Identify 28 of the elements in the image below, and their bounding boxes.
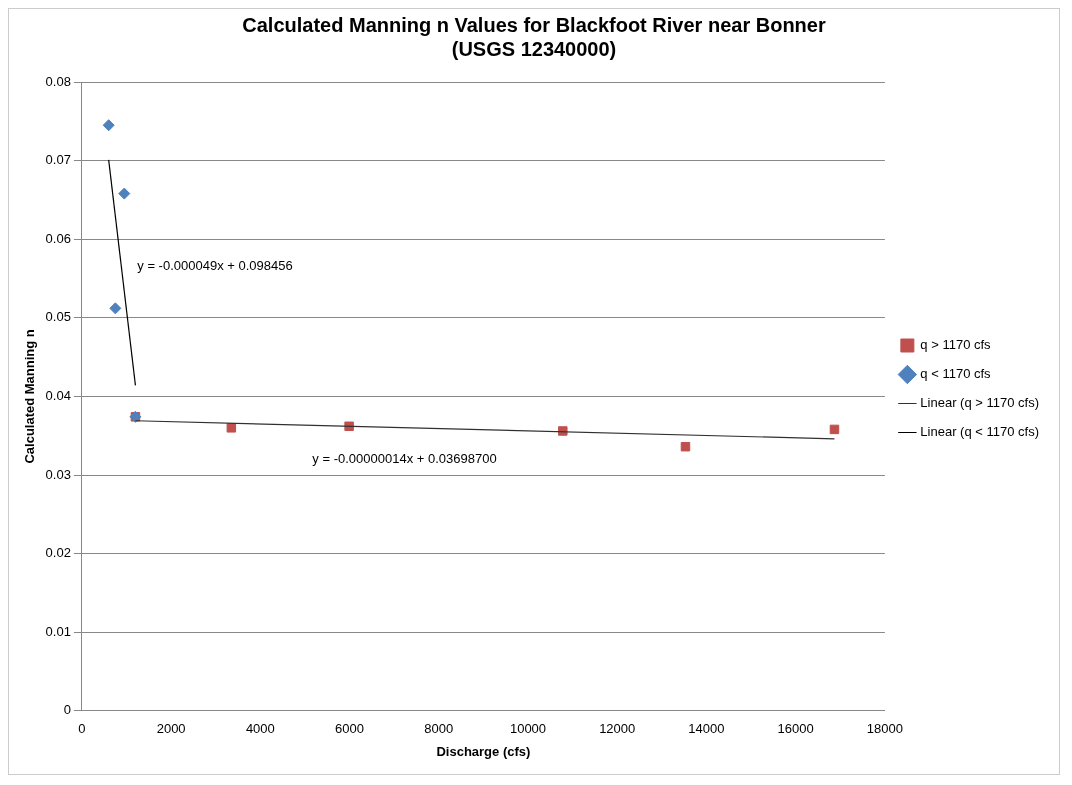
x-tick-label: 4000 [245, 721, 275, 737]
x-axis-title: Discharge (cfs) [436, 743, 531, 759]
legend-label: Linear (q > 1170 cfs) [920, 395, 1040, 411]
legend-label: q < 1170 cfs [920, 366, 992, 382]
x-tick-label: 2000 [156, 721, 186, 737]
x-tick-label: 8000 [424, 721, 454, 737]
y-tick-label: 0 [63, 702, 71, 718]
y-tick-label: 0.04 [45, 387, 71, 403]
x-tick-label: 0 [78, 721, 86, 737]
y-tick-label: 0.07 [45, 152, 71, 168]
legend-label: q > 1170 cfs [920, 337, 992, 353]
annotation: y = -0.000049x + 0.098456 [137, 257, 293, 273]
x-tick-label: 18000 [866, 721, 903, 737]
annotation: y = -0.00000014x + 0.03698700 [312, 450, 497, 466]
x-tick-label: 12000 [599, 721, 636, 737]
legend-label: Linear (q < 1170 cfs) [920, 424, 1040, 440]
chart-title: Calculated Manning n Values for Blackfoot River near Bonner (USGS 12340000) [242, 13, 826, 60]
y-axis-title: Calculated Manning n [22, 329, 38, 464]
y-tick-label: 0.02 [45, 545, 71, 561]
x-tick-label: 10000 [509, 721, 547, 737]
y-tick-label: 0.08 [45, 73, 71, 89]
x-tick-label: 14000 [688, 721, 725, 737]
y-tick-label: 0.03 [45, 466, 71, 482]
y-tick-label: 0.06 [45, 230, 71, 246]
y-tick-label: 0.05 [45, 309, 71, 325]
y-tick-label: 0.01 [45, 623, 71, 639]
x-tick-label: 6000 [335, 721, 365, 737]
x-tick-label: 16000 [777, 721, 814, 737]
